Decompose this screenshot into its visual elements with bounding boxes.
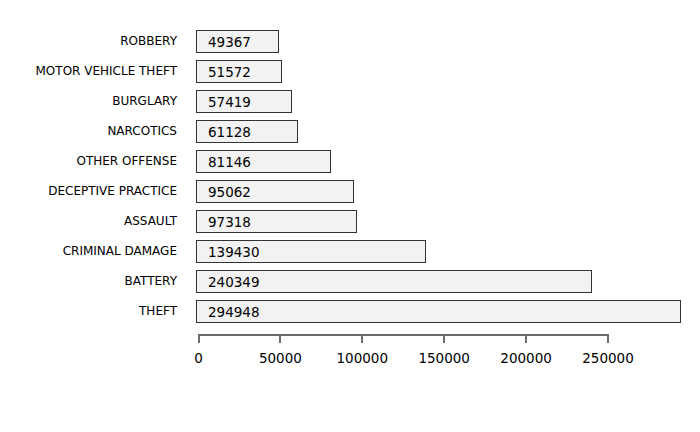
- category-label: ASSAULT: [0, 210, 177, 233]
- bar: 294948: [196, 300, 681, 323]
- x-axis-tick-label: 200000: [481, 350, 571, 366]
- x-axis-tick: [607, 334, 609, 343]
- bar-value-label: 139430: [197, 244, 260, 260]
- bar: 49367: [196, 30, 279, 53]
- bar: 240349: [196, 270, 592, 293]
- bar-value-label: 294948: [197, 304, 260, 320]
- bar-value-label: 51572: [197, 64, 251, 80]
- category-label: CRIMINAL DAMAGE: [0, 240, 177, 263]
- bar-value-label: 95062: [197, 184, 251, 200]
- category-label: NARCOTICS: [0, 120, 177, 143]
- bar: 61128: [196, 120, 298, 143]
- x-axis-tick: [198, 334, 200, 343]
- x-axis-tick: [361, 334, 363, 343]
- bar-value-label: 49367: [197, 34, 251, 50]
- category-label: THEFT: [0, 300, 177, 323]
- x-axis-line: [198, 334, 610, 336]
- category-label: MOTOR VEHICLE THEFT: [0, 60, 177, 83]
- category-label: ROBBERY: [0, 30, 177, 53]
- x-axis-tick-label: 50000: [235, 350, 325, 366]
- bar: 57419: [196, 90, 292, 113]
- x-axis-tick-label: 250000: [563, 350, 653, 366]
- bar-value-label: 61128: [197, 124, 251, 140]
- bar-value-label: 81146: [197, 154, 251, 170]
- bar: 97318: [196, 210, 357, 233]
- x-axis-tick-label: 100000: [317, 350, 407, 366]
- category-label: OTHER OFFENSE: [0, 150, 177, 173]
- x-axis-tick-label: 0: [154, 350, 244, 366]
- x-axis-tick: [443, 334, 445, 343]
- bar-value-label: 240349: [197, 274, 260, 290]
- category-label: DECEPTIVE PRACTICE: [0, 180, 177, 203]
- x-axis-tick-label: 150000: [399, 350, 489, 366]
- category-label: BURGLARY: [0, 90, 177, 113]
- bar: 95062: [196, 180, 354, 203]
- bar: 51572: [196, 60, 282, 83]
- x-axis-tick: [279, 334, 281, 343]
- category-label: BATTERY: [0, 270, 177, 293]
- bar: 139430: [196, 240, 426, 263]
- bar: 81146: [196, 150, 331, 173]
- horizontal-bar-chart: ROBBERY 49367 MOTOR VEHICLE THEFT 51572 BURG…: [0, 0, 700, 432]
- bar-value-label: 57419: [197, 94, 251, 110]
- x-axis-tick: [525, 334, 527, 343]
- bar-value-label: 97318: [197, 214, 251, 230]
